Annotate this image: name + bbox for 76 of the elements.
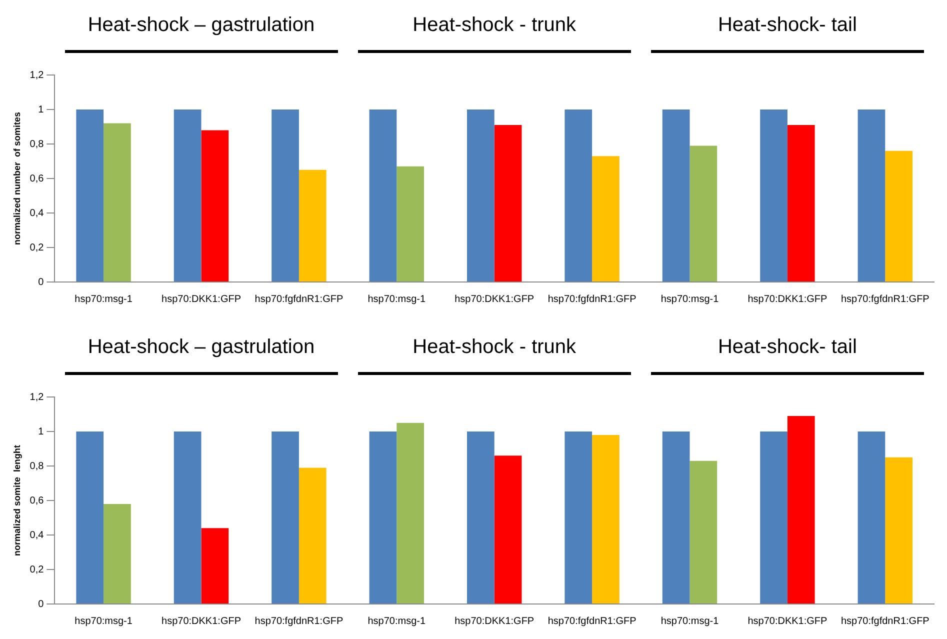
y-tick-label: 0,4 (30, 208, 44, 219)
bar (272, 110, 299, 282)
bar (174, 110, 202, 282)
y-tick-label: 0,8 (30, 460, 44, 472)
text: Heat-shock- tail (716, 14, 858, 37)
x-tick-label: hsp70:DKK1:GFP (748, 294, 828, 305)
bar (690, 146, 718, 282)
y-axis-title: normalized number of somites (12, 112, 22, 246)
bar (104, 123, 131, 282)
bar (396, 422, 424, 604)
text: Heat-shock- tail (716, 336, 858, 359)
text: Heat-shock - trunk (412, 336, 578, 359)
bar (298, 468, 326, 604)
bar (201, 528, 229, 604)
x-tick-label: hsp70:fgfdnR1:GFP (548, 294, 637, 305)
bar (662, 432, 690, 604)
x-tick-label: hsp70:fgfdnR1:GFP (254, 294, 344, 305)
text: Heat-shock – gastrulation (86, 336, 316, 359)
bar (174, 432, 202, 604)
bar (885, 150, 913, 282)
bar (564, 110, 592, 282)
y-tick-label: 0,6 (30, 173, 44, 184)
x-tick-label: hsp70:msg-1 (368, 294, 426, 305)
y-tick-label: 1 (38, 104, 44, 116)
y-tick-label: 0,6 (30, 495, 44, 506)
x-tick-label: hsp70:msg-1 (660, 294, 720, 305)
x-tick-label: hsp70:msg-1 (368, 616, 426, 627)
y-tick-label: 0 (38, 276, 44, 288)
y-tick-label: 0,8 (30, 138, 44, 150)
bar (858, 110, 886, 282)
x-tick-label: hsp70:msg-1 (74, 294, 133, 305)
bar (592, 156, 620, 282)
bar (787, 416, 815, 604)
bar (396, 166, 424, 282)
x-tick-label: hsp70:DKK1:GFP (162, 294, 242, 305)
bar (690, 460, 718, 604)
x-tick-label: hsp70:fgfdnR1:GFP (254, 616, 344, 627)
bar (369, 432, 397, 604)
bar (858, 432, 886, 604)
y-tick-label: 1,2 (30, 70, 44, 81)
bar (201, 130, 229, 282)
bar (760, 110, 788, 282)
bar (592, 434, 620, 604)
bar (760, 432, 788, 604)
bar (662, 110, 690, 282)
y-axis-title: normalized somite lenght (12, 444, 22, 556)
bar (76, 432, 104, 604)
x-tick-label: hsp70:msg-1 (660, 616, 720, 627)
y-tick-label: 1,2 (30, 392, 44, 403)
x-tick-label: hsp70:fgfdnR1:GFP (840, 294, 930, 305)
x-tick-label: hsp70:DKK1:GFP (454, 616, 534, 627)
y-tick-label: 0,2 (30, 564, 44, 576)
bar (564, 432, 592, 604)
x-tick-label: hsp70:DKK1:GFP (748, 616, 828, 627)
x-tick-label: hsp70:fgfdnR1:GFP (548, 616, 637, 627)
bar (104, 504, 131, 604)
text: Heat-shock - trunk (412, 14, 578, 37)
bar (885, 457, 913, 604)
y-tick-label: 0,4 (30, 530, 44, 541)
y-tick-label: 0 (38, 598, 44, 610)
bar (272, 432, 299, 604)
bar (466, 110, 494, 282)
bar (494, 125, 522, 282)
bar (298, 170, 326, 282)
bar (787, 125, 815, 282)
bar (466, 432, 494, 604)
x-tick-label: hsp70:msg-1 (74, 616, 133, 627)
bar (494, 456, 522, 604)
bar (369, 110, 397, 282)
y-tick-label: 0,2 (30, 242, 44, 254)
text: Heat-shock – gastrulation (86, 14, 316, 37)
x-tick-label: hsp70:fgfdnR1:GFP (840, 616, 930, 627)
x-tick-label: hsp70:DKK1:GFP (162, 616, 242, 627)
bar (76, 110, 104, 282)
y-tick-label: 1 (38, 426, 44, 438)
x-tick-label: hsp70:DKK1:GFP (454, 294, 534, 305)
